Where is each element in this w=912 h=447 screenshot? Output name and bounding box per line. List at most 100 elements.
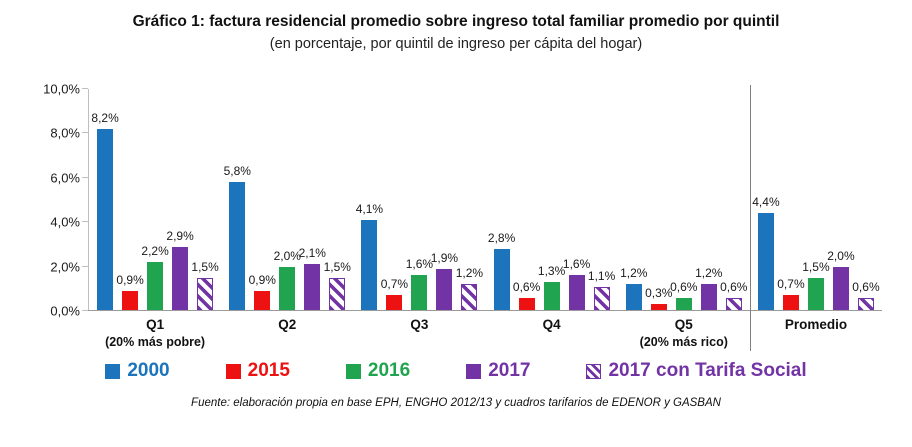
y-axis-tick-mark [82,221,88,223]
bar-value-label: 1,5% [191,259,219,274]
bar-cell: 0,6% [852,89,880,311]
category-axis: Q1 (20% más pobre) Q2 Q3 Q4 Q5 (20% más rico) P… [89,317,882,350]
bar-value-label: 1,6% [562,257,591,272]
category-cell: Q5 (20% más rico) [618,317,750,350]
bar-group-q3: 4,1% 0,7% 1,6% 1,9% 1,2% [353,89,485,311]
legend-label: 2016 [367,360,411,381]
legend-label: 2015 [247,360,290,381]
bar-cell: 1,2% [695,89,722,311]
bar-2000 [493,248,510,311]
category-label: Q2 [278,317,297,332]
y-axis-tick-mark [82,176,88,178]
bar-2017-con-tarifa-social [593,286,610,311]
bar-2017-con-tarifa-social [461,284,478,311]
legend-item-2015: 2015 [225,360,290,382]
bar-value-label: 4,4% [752,195,780,210]
bar-2015 [650,304,667,311]
y-axis-tick-label: 0,0% [50,303,80,319]
bar-2017 [304,264,321,311]
bar-cell: 4,1% [356,89,383,311]
chart-subtitle: (en porcentaje, por quintil de ingreso p… [269,36,643,52]
legend-color-swatch-icon [225,363,241,379]
bar-2017-con-tarifa-social [329,277,346,311]
bar-cell: 2,9% [166,89,194,311]
bar-cell: 0,7% [777,89,805,311]
bar-value-label: 1,9% [430,250,459,265]
legend-item-2017: 2017 [466,360,530,382]
category-cell: Q4 [486,317,618,350]
bar-2017 [700,284,717,311]
bar-cell: 2,0% [827,89,855,311]
bar-value-label: 0,6% [670,279,698,294]
bar-2016 [807,277,824,311]
legend-label: 2017 [488,360,531,381]
category-sublabel [750,335,882,350]
bar-2017-con-tarifa-social [197,277,214,311]
bar-cell: 1,5% [802,89,830,311]
bar-cell: 1,1% [588,89,615,311]
category-cell: Promedio [750,317,882,350]
bar-cell: 2,2% [141,89,169,311]
category-sublabel: (20% más pobre) [105,335,206,349]
bar-cell: 1,2% [620,89,647,311]
promedio-divider-line [749,85,752,351]
category-cell: Q3 [353,317,485,350]
bar-cell: 0,7% [381,89,408,311]
y-axis-tick-label: 6,0% [50,170,80,186]
bar-cell: 1,3% [538,89,565,311]
y-axis-tick-label: 10,0% [43,81,80,97]
bar-group-promedio: 4,4% 0,7% 1,5% 2,0% 0,6% [750,89,882,311]
legend-hatched-swatch-icon [586,363,602,379]
category-sublabel [353,335,485,350]
bar-2015 [254,291,271,311]
y-axis-tick-mark [82,132,88,134]
plot-area: 8,2% 0,9% 2,2% 2,9% 1,5% 5,8% 0,9% 2,0% 2,1% 1,5%… [82,85,882,351]
bar-value-label: 1,3% [537,264,566,279]
bar-2000 [229,182,246,311]
bar-2016 [543,282,560,311]
bar-cell: 1,9% [431,89,458,311]
bar-value-label: 0,9% [116,273,144,288]
legend-color-swatch-icon [345,363,361,379]
category-label: Q3 [410,317,429,332]
bar-group-q2: 5,8% 0,9% 2,0% 2,1% 1,5% [221,89,353,311]
bar-2016 [675,297,692,311]
bar-2000 [97,128,114,311]
bar-2016 [279,266,296,311]
bar-2016 [411,275,428,311]
bar-value-label: 4,1% [355,201,384,216]
bar-value-label: 2,1% [298,246,326,261]
bar-groups: 8,2% 0,9% 2,2% 2,9% 1,5% 5,8% 0,9% 2,0% 2,1% 1,5%… [89,89,882,311]
bar-cell: 0,9% [116,89,144,311]
bar-cell: 1,6% [406,89,433,311]
category-cell: Q2 [221,317,353,350]
bar-cell: 2,0% [274,89,301,311]
category-label: Q4 [542,317,561,332]
bar-value-label: 2,0% [273,248,301,263]
bar-value-label: 2,9% [166,228,194,243]
legend-item-2016: 2016 [345,360,411,382]
bar-value-label: 0,7% [380,277,409,292]
chart-area: 0,0% 2,0% 4,0% 6,0% 8,0% 10,0% 8,2% 0,9% 2,2% 2,… [36,82,882,351]
category-label: Q5 [674,317,693,332]
y-axis-tick-mark [82,310,88,311]
bar-2017 [172,246,189,311]
bar-cell: 1,5% [191,89,219,311]
category-label: Q1 [146,317,165,332]
bar-cell: 1,2% [456,89,483,311]
bar-value-label: 1,2% [620,266,648,281]
bar-value-label: 5,8% [223,164,251,179]
category-label: Promedio [784,317,848,332]
bar-2015 [782,295,799,311]
bar-group-q1: 8,2% 0,9% 2,2% 2,9% 1,5% [89,89,221,311]
chart-title: Gráfico 1: factura residencial promedio … [132,13,780,30]
bar-2015 [518,297,535,311]
y-axis-tick-label: 2,0% [50,259,80,275]
bar-cell: 1,5% [324,89,351,311]
bar-cell: 0,9% [249,89,276,311]
bar-value-label: 1,5% [802,259,830,274]
bar-cell: 8,2% [91,89,119,311]
bar-value-label: 0,6% [512,279,541,294]
legend-color-swatch-icon [466,363,482,379]
bar-value-label: 1,1% [587,268,616,283]
